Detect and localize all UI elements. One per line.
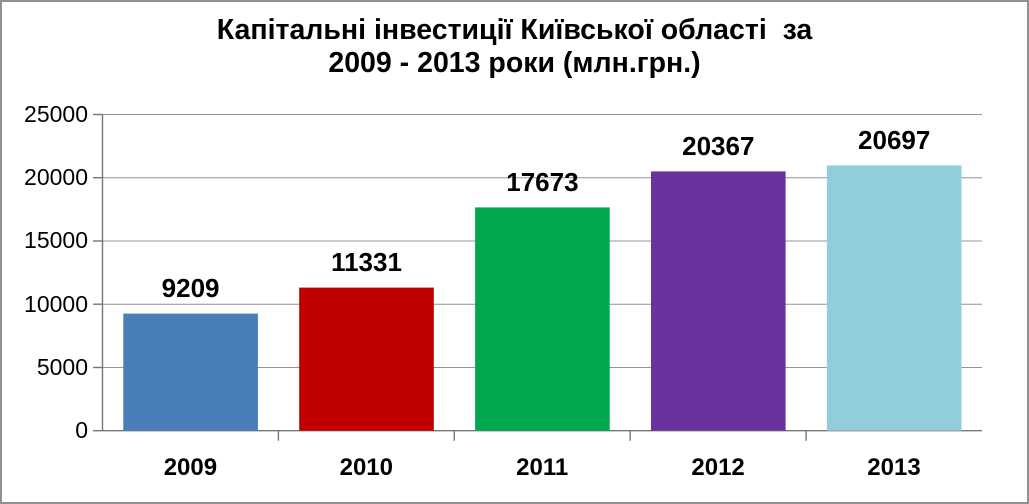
svg-text:2009: 2009 [164,454,217,481]
svg-text:20367: 20367 [682,131,754,161]
svg-text:2013: 2013 [867,454,920,481]
svg-text:2011: 2011 [516,454,568,481]
svg-text:9209: 9209 [162,273,220,303]
svg-text:17673: 17673 [506,167,578,197]
svg-text:2012: 2012 [691,454,744,481]
svg-text:5000: 5000 [37,354,88,380]
svg-text:11331: 11331 [331,247,402,277]
svg-text:2010: 2010 [340,454,393,481]
svg-text:10000: 10000 [24,291,88,317]
svg-text:20697: 20697 [858,125,930,155]
svg-text:20000: 20000 [24,164,88,190]
svg-text:0: 0 [75,417,88,443]
svg-text:25000: 25000 [24,101,88,127]
svg-text:15000: 15000 [24,227,88,253]
